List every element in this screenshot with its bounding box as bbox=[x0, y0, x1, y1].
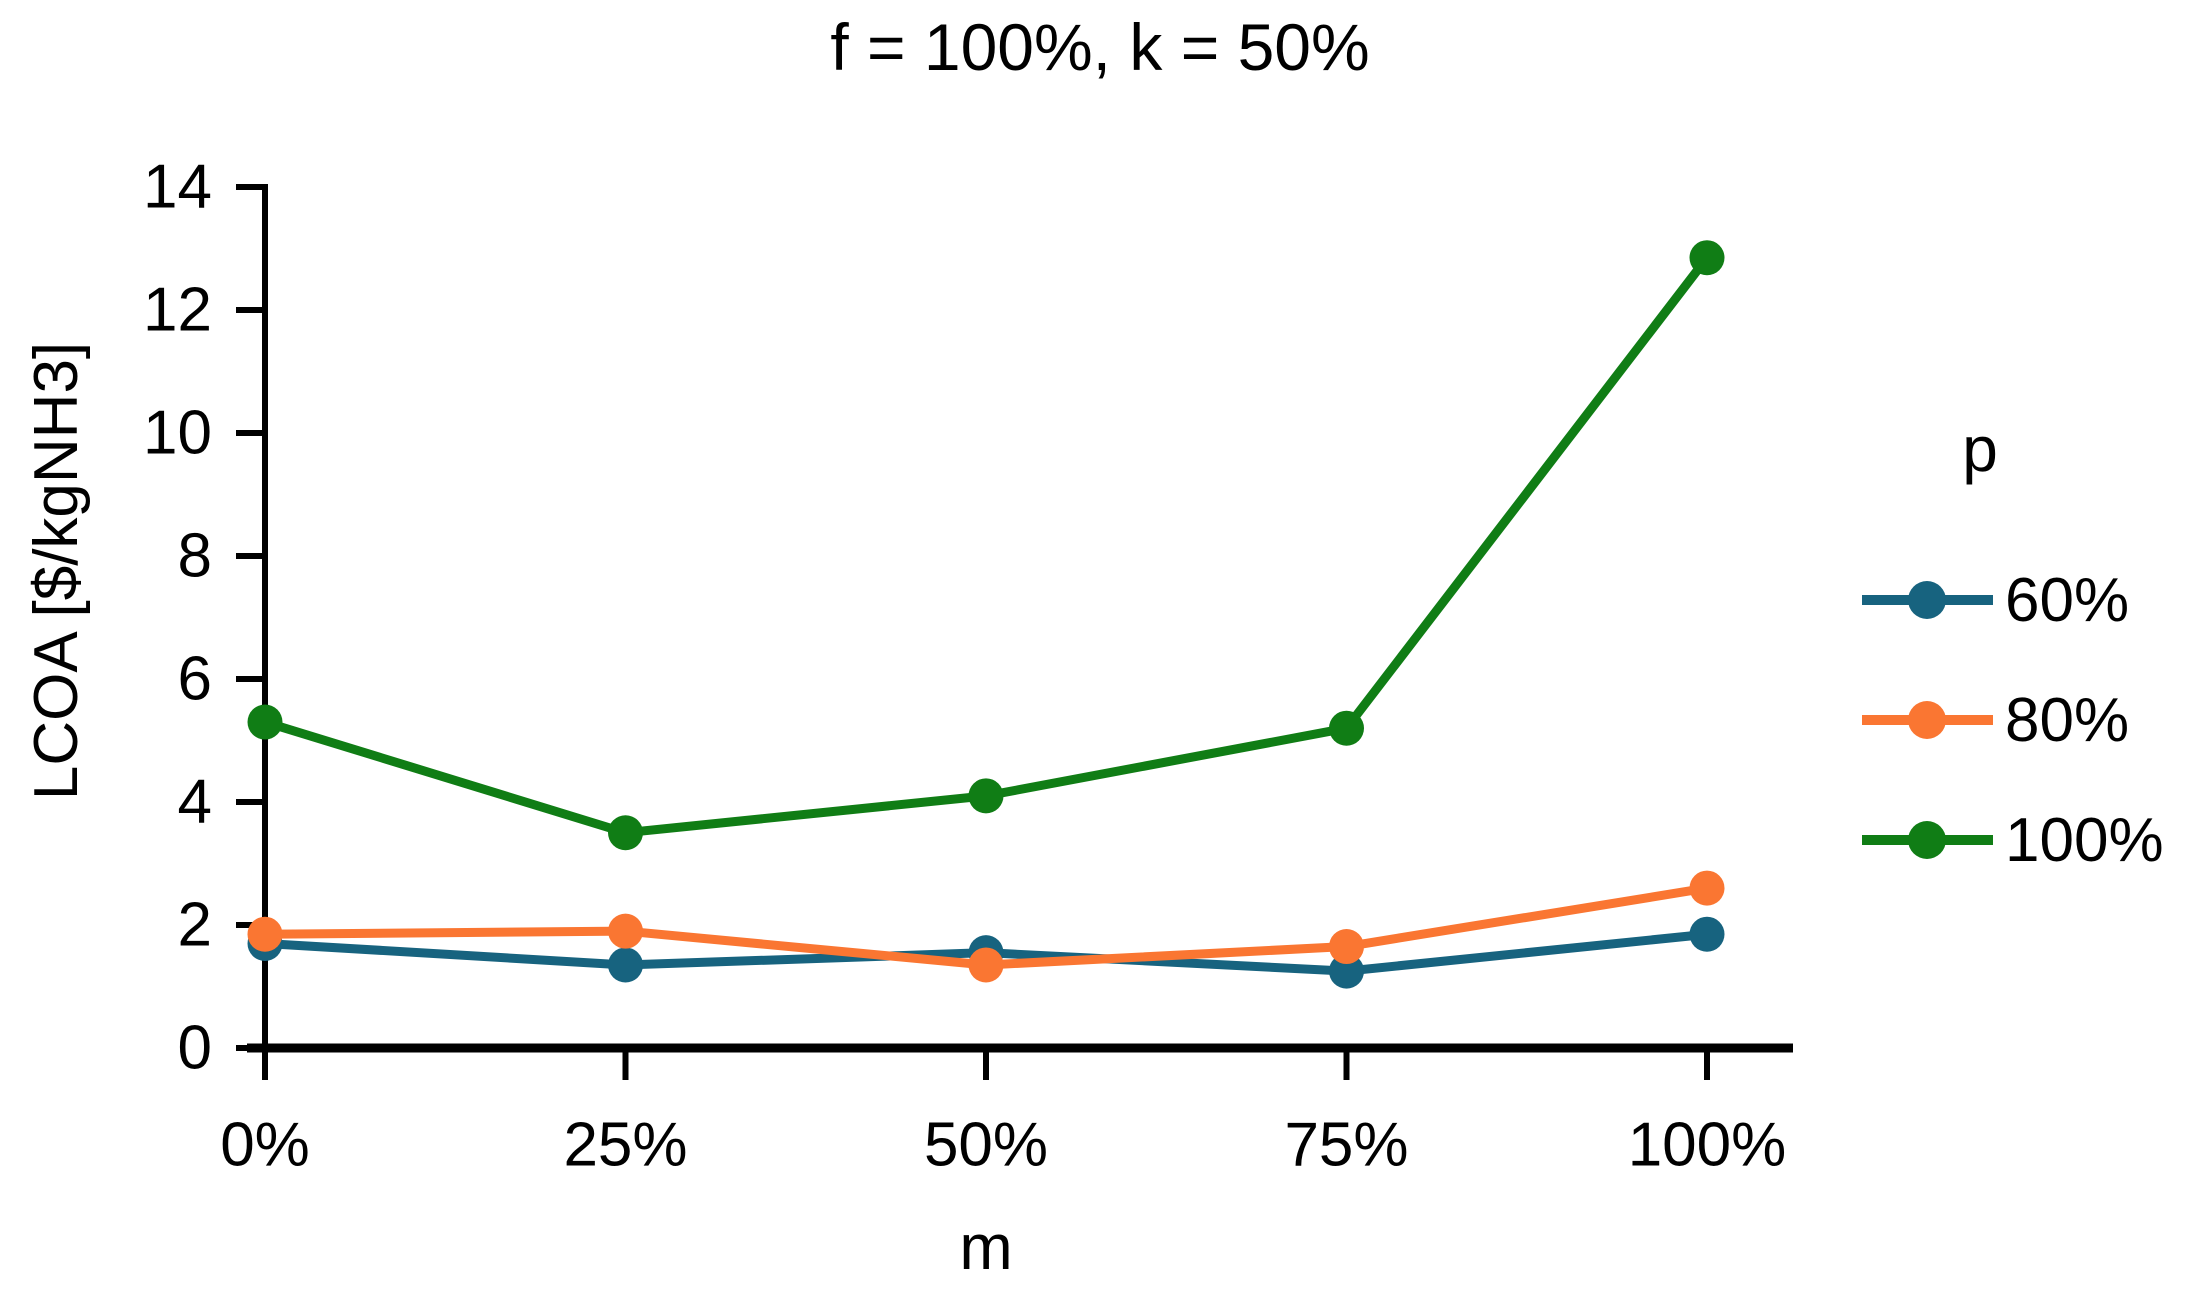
y-tick-label: 0 bbox=[178, 1014, 212, 1083]
data-point-60%-25% bbox=[608, 947, 643, 983]
x-tick-label: 100% bbox=[1628, 1111, 1787, 1180]
legend: p 60% 80% 100% bbox=[1860, 400, 2203, 920]
data-point-100%-75% bbox=[1329, 710, 1364, 746]
data-point-80%-25% bbox=[608, 913, 643, 949]
legend-entry-label: 100% bbox=[2005, 805, 2164, 875]
y-tick-label: 2 bbox=[178, 891, 212, 960]
legend-line-marker-icon bbox=[1862, 701, 1993, 739]
data-point-80%-75% bbox=[1329, 929, 1364, 965]
legend-entry: 80% bbox=[1860, 675, 2129, 765]
legend-title: p bbox=[1962, 413, 1998, 485]
x-tick-label: 0% bbox=[220, 1111, 310, 1180]
y-tick-label: 12 bbox=[143, 276, 212, 345]
chart-title: f = 100%, k = 50% bbox=[830, 10, 1370, 84]
y-tick-label: 14 bbox=[143, 153, 212, 222]
y-tick-label: 8 bbox=[178, 522, 212, 591]
legend-line-marker-icon bbox=[1862, 581, 1993, 619]
y-tick-label: 10 bbox=[143, 399, 212, 468]
data-point-100%-50% bbox=[968, 778, 1004, 814]
legend-entry: 100% bbox=[1860, 795, 2164, 885]
legend-line-marker-icon bbox=[1862, 821, 1993, 859]
y-tick-label: 6 bbox=[178, 645, 212, 714]
x-tick-label: 25% bbox=[563, 1111, 687, 1180]
data-point-80%-50% bbox=[968, 947, 1004, 983]
series-line-100% bbox=[260, 253, 1712, 838]
data-point-100%-0% bbox=[247, 704, 283, 740]
x-tick-label: 75% bbox=[1284, 1111, 1408, 1180]
data-point-100%-25% bbox=[608, 815, 643, 851]
data-point-80%-0% bbox=[247, 916, 283, 952]
data-point-60%-75% bbox=[1329, 953, 1364, 989]
data-point-100%-100% bbox=[1689, 240, 1725, 276]
x-axis-title: m bbox=[959, 1211, 1013, 1283]
x-tick-label: 50% bbox=[924, 1111, 1048, 1180]
legend-entry-label: 80% bbox=[2005, 685, 2130, 755]
data-point-80%-100% bbox=[1689, 870, 1725, 906]
y-axis-title: LCOA [$/kgNH3] bbox=[22, 341, 91, 801]
legend-entry: 60% bbox=[1860, 555, 2129, 645]
y-tick-label: 4 bbox=[178, 768, 212, 837]
legend-entry-label: 60% bbox=[2005, 565, 2130, 635]
data-point-60%-100% bbox=[1689, 916, 1725, 952]
